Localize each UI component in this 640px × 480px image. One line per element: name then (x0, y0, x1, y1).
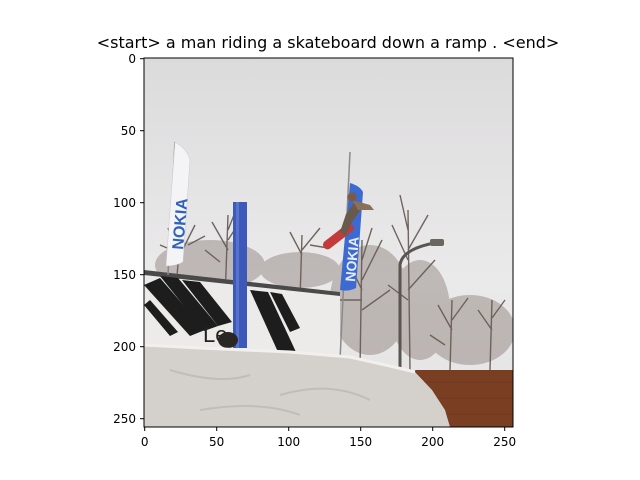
y-tick-label: 0 (128, 52, 136, 66)
x-tick-label: 250 (493, 435, 516, 449)
snow-ramp (144, 343, 450, 427)
y-tick-label: 150 (113, 268, 136, 282)
x-tick-label: 50 (209, 435, 224, 449)
y-tick-label: 50 (121, 124, 136, 138)
x-tick-label: 150 (349, 435, 372, 449)
x-tick-label: 0 (141, 435, 149, 449)
flag-left: NOKIA (165, 141, 192, 276)
x-tick-label: 100 (277, 435, 300, 449)
flag-left-text: NOKIA (170, 197, 191, 250)
flag-right-text: NOKIA (342, 236, 362, 282)
rider (322, 192, 374, 250)
y-tick-label: 200 (113, 340, 136, 354)
street-lamp (398, 239, 444, 370)
figure-title: <start> a man riding a skateboard down a… (96, 33, 560, 52)
pillar (233, 202, 247, 348)
y-axis: 0 50 100 150 200 250 (113, 52, 144, 426)
x-tick-label: 200 (421, 435, 444, 449)
photo: Le NOKIA NOKIA (144, 58, 513, 427)
x-axis: 0 50 100 150 200 250 (141, 427, 516, 449)
y-tick-label: 100 (113, 196, 136, 210)
axes-frame (143, 57, 514, 428)
y-tick-label: 250 (113, 412, 136, 426)
